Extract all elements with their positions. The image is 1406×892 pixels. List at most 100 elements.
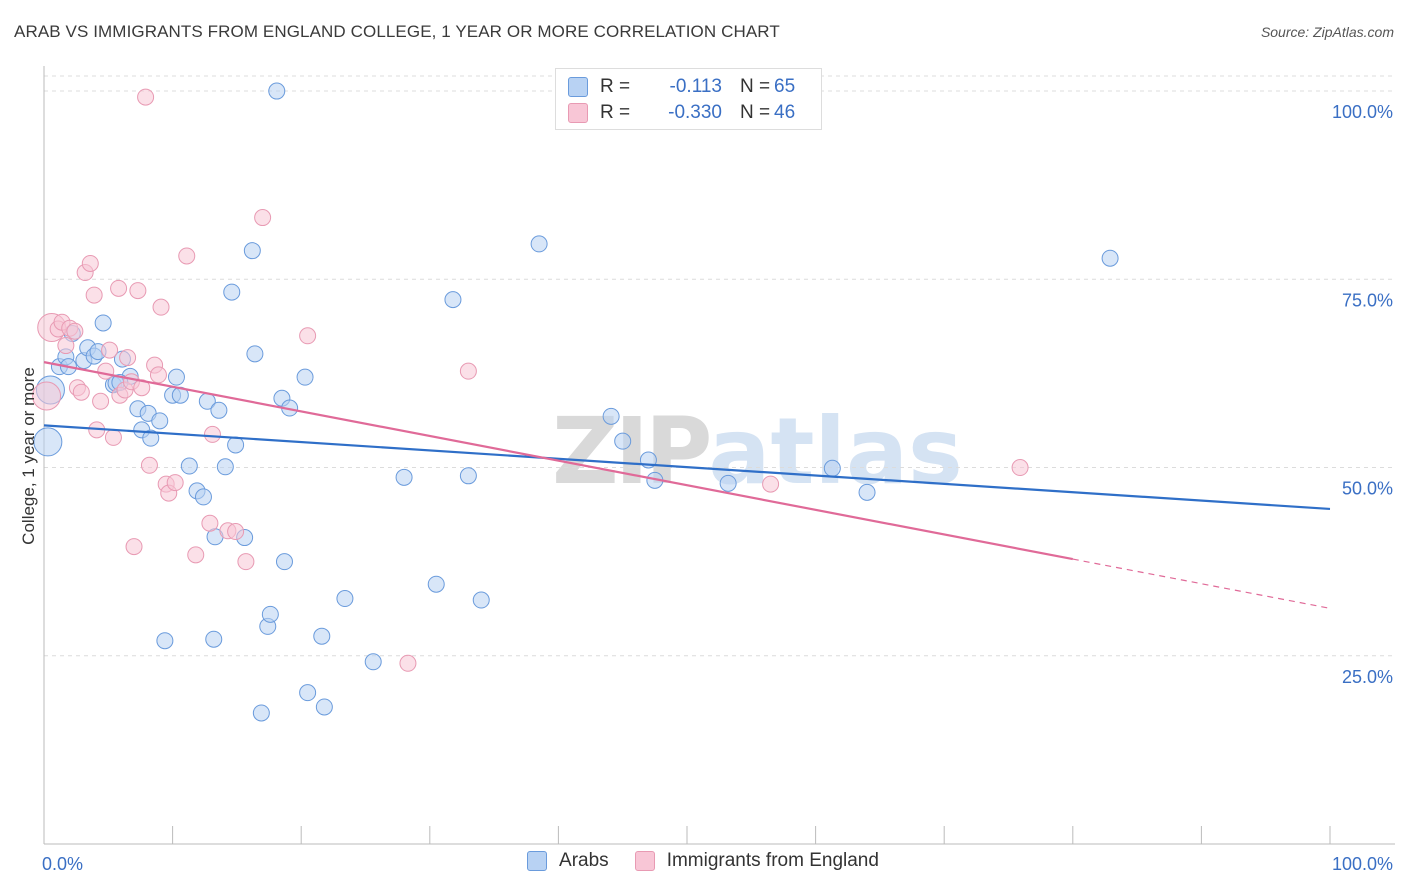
axis-tick-labels: 25.0% 50.0% 75.0% 100.0% 0.0% 100.0% xyxy=(42,102,1393,874)
data-point xyxy=(530,235,548,253)
data-point xyxy=(427,575,445,593)
data-point xyxy=(110,279,128,297)
y-tick-label: 75.0% xyxy=(1342,290,1393,310)
r-label: R = xyxy=(600,76,631,97)
y-tick-label: 25.0% xyxy=(1342,667,1393,687)
data-point xyxy=(201,514,219,532)
data-point xyxy=(336,590,354,608)
data-point xyxy=(81,254,99,272)
trend-line-england xyxy=(43,361,1074,561)
data-point xyxy=(299,684,317,702)
data-point xyxy=(149,366,167,384)
data-point xyxy=(227,436,245,454)
data-point xyxy=(129,282,147,300)
data-point xyxy=(395,468,413,486)
stats-row-england: R = -0.330 N = 46 xyxy=(568,100,795,126)
data-point xyxy=(614,432,632,450)
data-point xyxy=(237,553,255,571)
watermark: ZIPatlas xyxy=(552,398,963,505)
data-point xyxy=(858,483,876,501)
n-label: N = xyxy=(740,102,771,123)
data-point xyxy=(72,383,90,401)
data-point xyxy=(180,457,198,475)
data-point xyxy=(762,475,780,493)
data-point xyxy=(57,337,75,355)
series-legend: Arabs Immigrants from England xyxy=(0,850,1406,872)
data-point xyxy=(261,605,279,623)
trend-lines xyxy=(43,361,1331,609)
stats-legend: R = -0.113 N = 65 R = -0.330 N = 46 xyxy=(555,68,822,130)
arabs-swatch xyxy=(527,851,548,871)
x-tick-label: 0.0% xyxy=(42,854,83,874)
data-point xyxy=(167,368,185,386)
data-point xyxy=(104,428,122,446)
data-point xyxy=(823,459,841,477)
data-point xyxy=(268,82,286,100)
data-point xyxy=(315,698,333,716)
data-point xyxy=(125,538,143,556)
chart-title: ARAB VS IMMIGRANTS FROM ENGLAND COLLEGE,… xyxy=(14,22,780,41)
data-point xyxy=(459,362,477,380)
series-arabs-points xyxy=(33,82,1119,722)
arabs-swatch xyxy=(568,77,588,97)
data-point xyxy=(142,429,160,447)
england-swatch xyxy=(634,851,655,871)
data-point xyxy=(137,88,155,106)
data-point xyxy=(399,654,417,672)
data-point xyxy=(223,283,241,301)
series-england-points xyxy=(32,88,1029,672)
data-point xyxy=(85,286,103,304)
data-point xyxy=(194,488,212,506)
legend-item-england[interactable]: Immigrants from England xyxy=(634,850,879,872)
data-point xyxy=(459,467,477,485)
trend-line-arabs xyxy=(43,424,1331,511)
n-label: N = xyxy=(740,76,771,97)
data-point xyxy=(119,349,137,367)
data-point xyxy=(299,327,317,345)
y-tick-label: 100.0% xyxy=(1332,102,1393,122)
legend-item-arabs[interactable]: Arabs xyxy=(527,850,609,872)
data-point xyxy=(243,242,261,260)
data-point xyxy=(187,546,205,564)
data-point xyxy=(178,247,196,265)
data-point xyxy=(444,291,462,309)
data-point xyxy=(33,427,63,457)
data-point xyxy=(275,553,293,571)
watermark-zip: ZIP xyxy=(552,398,712,505)
data-point xyxy=(246,345,264,363)
trend-line-england-extrapolated xyxy=(1072,558,1331,609)
data-point xyxy=(602,407,620,425)
axes xyxy=(43,66,1395,845)
data-point xyxy=(296,368,314,386)
data-point xyxy=(472,591,490,609)
n-value: 65 xyxy=(774,76,796,97)
data-point xyxy=(203,425,221,443)
axis-ticks xyxy=(43,826,1331,844)
data-point xyxy=(210,401,228,419)
r-value: -0.113 xyxy=(669,76,722,97)
england-swatch xyxy=(568,103,588,123)
y-axis-label: College, 1 year or more xyxy=(19,367,38,545)
data-point xyxy=(227,523,245,541)
data-point xyxy=(252,704,270,722)
data-point xyxy=(101,341,119,359)
x-tick-label: 100.0% xyxy=(1332,854,1393,874)
legend-label-england: Immigrants from England xyxy=(666,850,879,871)
data-point xyxy=(1011,459,1029,477)
data-point xyxy=(205,630,223,648)
n-value: 46 xyxy=(774,102,796,123)
data-point xyxy=(97,362,115,380)
stats-row-arabs: R = -0.113 N = 65 xyxy=(568,74,795,100)
r-value: -0.330 xyxy=(668,102,722,123)
data-point xyxy=(66,322,84,340)
data-point xyxy=(719,474,737,492)
source-label: Source: ZipAtlas.com xyxy=(1260,24,1394,40)
data-point xyxy=(32,381,62,411)
data-point xyxy=(92,392,110,410)
data-point xyxy=(140,456,158,474)
legend-label-arabs: Arabs xyxy=(559,850,609,871)
r-label: R = xyxy=(600,102,631,123)
data-point xyxy=(364,653,382,671)
data-point xyxy=(254,209,272,227)
